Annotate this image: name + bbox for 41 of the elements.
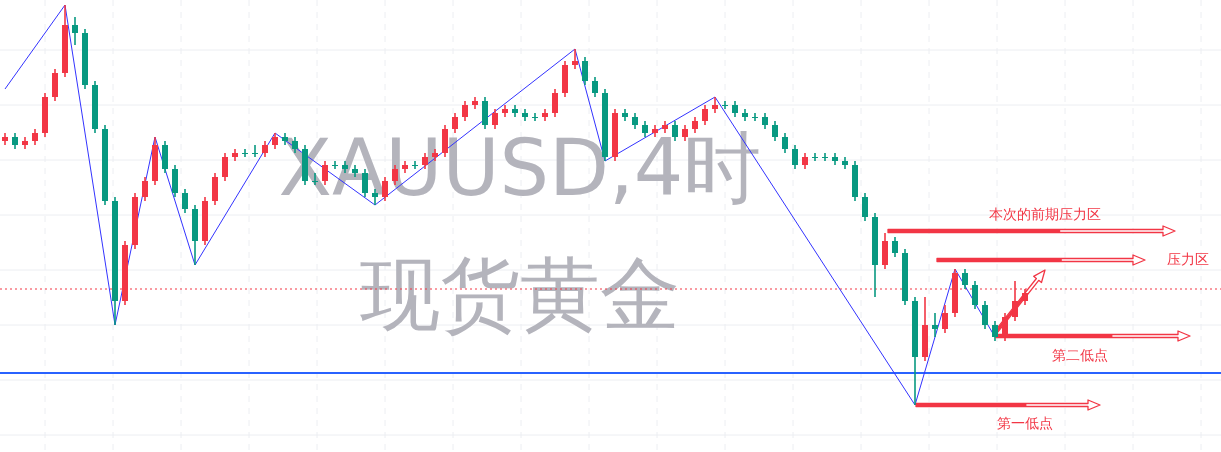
candlestick (792, 144, 798, 170)
candlestick (942, 304, 948, 334)
candlestick (992, 320, 998, 342)
candlestick (782, 132, 788, 154)
candlestick (862, 192, 868, 222)
candlestick (532, 112, 538, 122)
candlestick (882, 232, 888, 270)
text: 第二低点 (1052, 347, 1108, 363)
candlestick (722, 100, 728, 110)
candlestick (222, 152, 228, 182)
annotation: 本次的前期压力区 (989, 206, 1101, 222)
candlestick (892, 236, 898, 258)
candlestick (712, 96, 718, 114)
candlestick (172, 164, 178, 198)
candlestick (592, 76, 598, 98)
candlestick (252, 144, 258, 158)
candlestick (932, 312, 938, 338)
candlestick (582, 56, 588, 86)
candlestick (182, 188, 188, 214)
candlestick (572, 48, 578, 70)
text: 压力区 (1167, 251, 1209, 267)
candlestick (962, 268, 968, 290)
candlestick (772, 120, 778, 142)
candlestick (462, 100, 468, 122)
candlestick (482, 96, 488, 130)
candlestick (982, 300, 988, 330)
candlestick (162, 140, 168, 174)
text: 第一低点 (997, 415, 1053, 431)
candlestick (52, 68, 58, 102)
candlestick (142, 176, 148, 202)
candlestick (212, 172, 218, 206)
candlestick (242, 148, 248, 158)
candlestick (972, 280, 978, 310)
candlestick (752, 112, 758, 122)
candlestick (552, 88, 558, 118)
text: 现货黄金 (360, 248, 680, 341)
candlestick (702, 104, 708, 126)
candlestick (812, 152, 818, 162)
candlestick (822, 152, 828, 162)
candlestick (72, 16, 78, 46)
candlestick (1002, 312, 1008, 342)
